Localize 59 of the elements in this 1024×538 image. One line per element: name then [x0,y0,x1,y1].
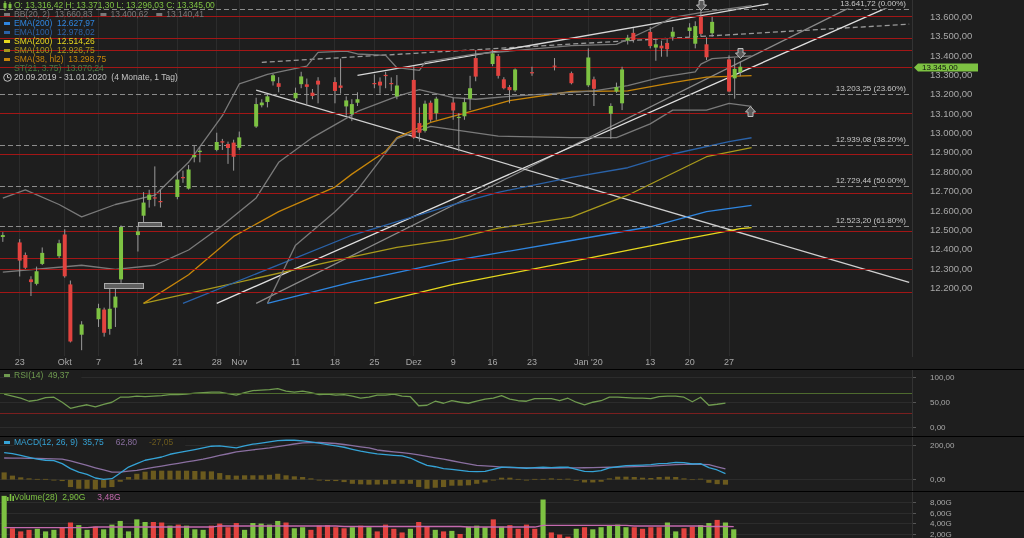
y-tick-label: 13.100,00 [930,107,973,119]
legend-label: EMA(100) 12.978,02 [14,26,96,37]
ref-line-label: 13.641,72 (0.00%) [840,0,907,9]
y-tick-label: 6,00G [930,508,952,518]
y-tick-label: 12.700,00 [930,185,973,197]
x-tick-label: 27 [724,356,735,367]
y-tick-label: 0,00 [930,423,947,433]
y-tick-label: 12.800,00 [930,165,973,177]
y-tick-label: 8,00G [930,498,952,508]
text: 62,80 [115,436,138,447]
y-tick-label: 12.400,00 [930,243,973,255]
x-tick-label: Dez [405,356,423,367]
y-tick-label: 12.300,00 [930,262,973,274]
ref-line-label: 13.203,25 (23.60%) [835,84,907,94]
legend-label: SMA(200) 12.514,26 [14,35,96,46]
legend-label: RSI(14) 49,37 [14,369,70,380]
y-tick-label: 12.500,00 [930,223,973,235]
x-tick-label: 7 [96,356,102,367]
ref-line-label: 12.523,20 (61.80%) [835,216,907,226]
text: -27,05 [149,436,174,447]
x-tick-label: 14 [132,356,143,367]
x-tick-label: 21 [172,356,183,367]
x-tick-label: 11 [290,356,301,367]
legend-label: EMA(200) 12.627,97 [14,17,96,28]
x-tick-label: 13 [645,356,656,367]
y-tick-label: 0,00 [930,474,947,484]
ref-line-label: 12.729,44 (50.00%) [835,176,907,186]
text: 3,48G [97,491,121,502]
x-tick-label: 20 [684,356,695,367]
x-tick-label: 18 [329,356,340,367]
legend-label: MACD(12, 26, 9) 35,75 [14,436,105,447]
ref-line-label: 12.939,08 (38.20%) [835,135,907,145]
x-tick-label: 28 [211,356,222,367]
y-tick-label: 200,00 [930,440,956,450]
x-tick-label: 23 [14,356,25,367]
y-tick-label: 12.200,00 [930,281,973,293]
y-tick-label: 13.500,00 [930,30,973,42]
y-tick-label: 100,00 [930,372,956,382]
y-tick-label: 13.200,00 [930,88,973,100]
y-tick-label: 13.600,00 [930,11,973,23]
x-tick-label: 9 [450,356,456,367]
x-tick-label: 16 [487,356,498,367]
y-tick-label: 13.000,00 [930,127,973,139]
x-tick-label: 25 [369,356,380,367]
y-tick-label: 12.600,00 [930,204,973,216]
chart-title: O: 13.316,42 H: 13.371,30 L: 13.296,03 C: 13.345,00 [14,0,216,10]
legend-label: Volume(28) 2,90G [14,491,86,502]
x-tick-label: Nov [231,356,248,367]
x-tick-label: 23 [526,356,538,367]
ref-line-label: 13.345,00 [922,63,959,73]
y-tick-label: 13.400,00 [930,49,973,61]
y-tick-label: 4,00G [930,519,952,529]
y-tick-label: 2,00G [930,529,952,538]
y-tick-label: 12.900,00 [930,146,973,158]
x-tick-label: Jan '20 [573,356,603,367]
legend-label: SMA(38, hl2) 13.298,75 [14,53,107,64]
text: 20.09.2019 - 31.01.2020 (4 Monate, 1 Tag) [14,71,178,82]
x-tick-label: Okt [57,356,73,367]
y-tick-label: 50,00 [930,397,951,407]
